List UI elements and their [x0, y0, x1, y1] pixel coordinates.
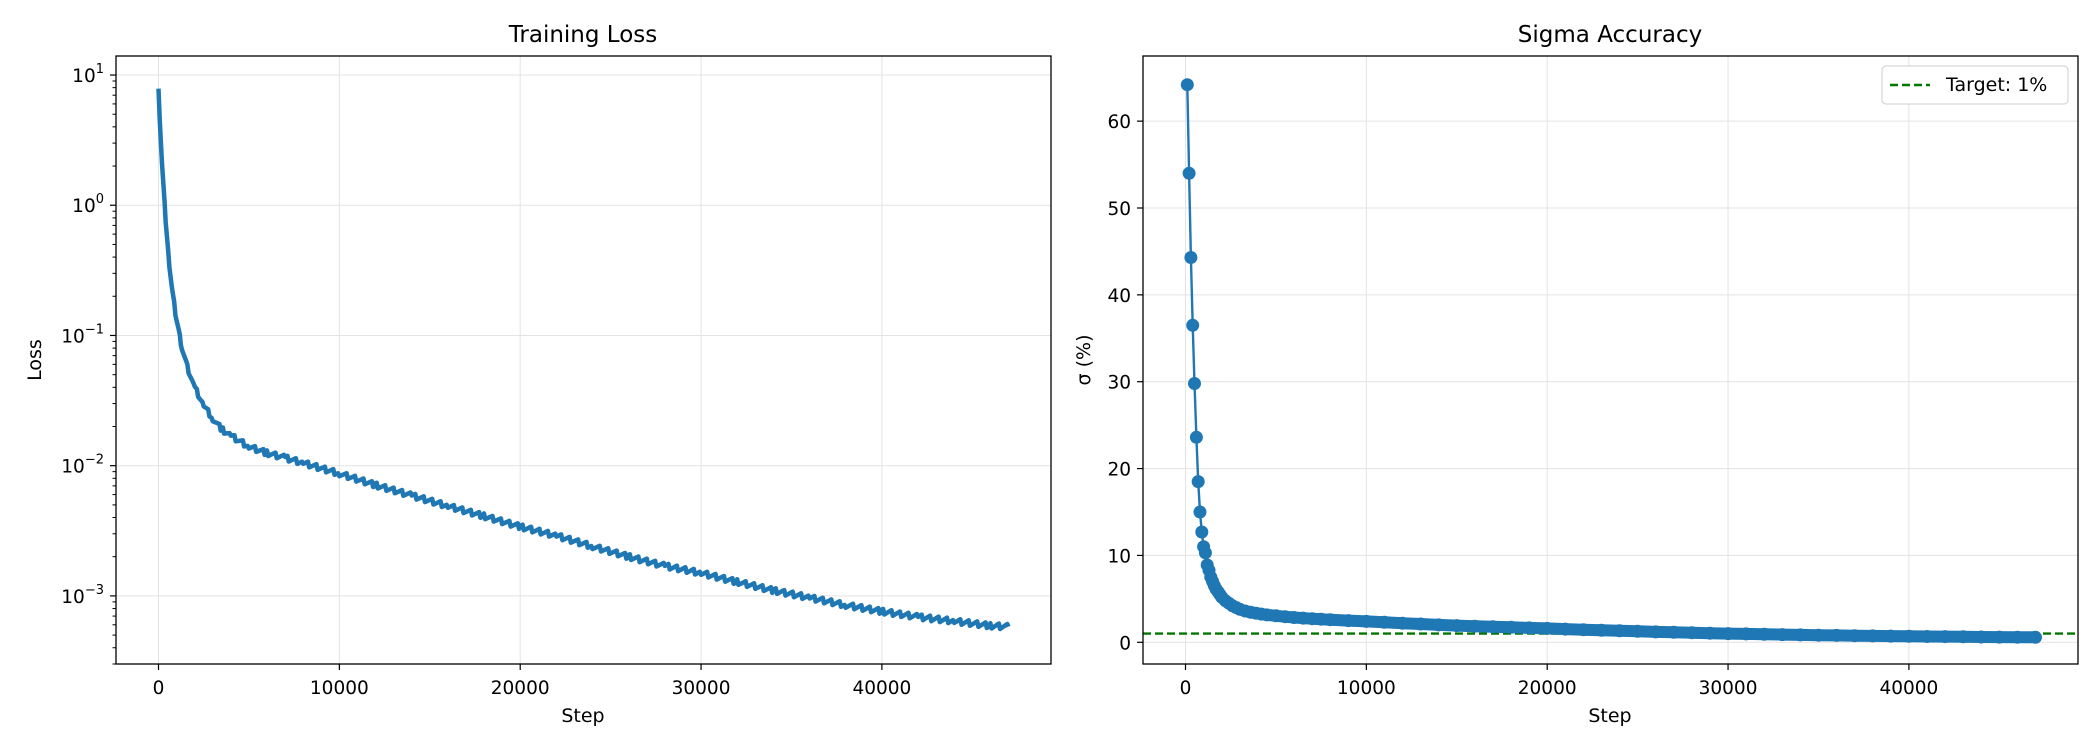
data-point	[1992, 630, 2006, 644]
data-point	[1793, 628, 1807, 642]
data-point	[1631, 624, 1645, 638]
y-tick-label: 10−1	[61, 322, 104, 347]
y-axis-label: σ (%)	[1073, 335, 1095, 386]
x-tick-label: 10000	[310, 678, 369, 699]
y-tick-label: 101	[72, 62, 104, 87]
y-tick-label: 100	[72, 192, 104, 217]
data-point	[1180, 78, 1194, 92]
data-point	[1848, 629, 1862, 643]
data-point	[1193, 505, 1207, 519]
x-tick-label: 10000	[1337, 678, 1396, 699]
gridlines	[116, 56, 1051, 664]
data-point	[1540, 621, 1554, 635]
x-tick-label: 40000	[1879, 678, 1938, 699]
plot-frame	[1142, 55, 2079, 665]
data-point	[1359, 614, 1373, 628]
data-point	[1956, 630, 1970, 644]
data-point	[1486, 620, 1500, 634]
data-point	[1739, 627, 1753, 641]
y-tick-label: 10−3	[61, 583, 104, 608]
y-tick-label: 50	[1107, 199, 1131, 220]
data-point	[1920, 630, 1934, 643]
data-point	[1866, 629, 1880, 643]
series-layer	[156, 88, 1011, 632]
data-point	[1195, 525, 1209, 539]
gridlines	[1143, 56, 2078, 664]
data-point	[1191, 475, 1205, 489]
loss-series-line	[156, 88, 1011, 632]
x-axis-label: Step	[561, 705, 604, 727]
data-point	[2029, 630, 2042, 644]
x-tick-label: 30000	[1699, 678, 1758, 699]
data-point	[1812, 628, 1825, 642]
x-tick-label: 20000	[491, 678, 550, 699]
sigma-accuracy-panel: 0 10000 20000 30000 40000 0 10 20 30 40 50 60 Sigm…	[1073, 22, 2079, 727]
data-point	[1188, 377, 1201, 390]
y-tick-label: 10	[1107, 546, 1131, 567]
x-tick-label: 30000	[672, 678, 731, 699]
legend-label: Target: 1%	[1945, 74, 2047, 96]
x-tick-label: 40000	[852, 678, 911, 699]
y-tick-label: 40	[1107, 286, 1131, 307]
data-point	[1189, 430, 1203, 444]
y-tick-label: 0	[1119, 633, 1131, 654]
legend-box	[1881, 65, 2069, 105]
data-point	[1186, 318, 1200, 332]
data-point	[1757, 627, 1771, 641]
data-point	[1685, 626, 1699, 640]
plot-area-background	[116, 56, 1051, 664]
y-axis-label: Loss	[24, 339, 46, 381]
chart-title: Training Loss	[508, 22, 658, 48]
legend: Target: 1%	[1881, 65, 2069, 105]
data-point	[1504, 620, 1518, 634]
series-layer	[1180, 78, 2042, 644]
data-point	[1323, 613, 1337, 627]
data-point	[1576, 623, 1590, 637]
data-point	[2010, 630, 2024, 644]
data-point	[1721, 627, 1735, 641]
data-point	[1938, 630, 1952, 644]
data-point	[1468, 619, 1482, 633]
y-tick-label: 10−2	[61, 453, 104, 478]
data-point	[1198, 546, 1212, 560]
y-tick-label: 30	[1107, 373, 1131, 394]
plot-area-background	[1143, 56, 2078, 664]
training-loss-panel: 0 10000 20000 30000 40000 10−3 10−2 10−1 100 101…	[24, 22, 1052, 727]
x-tick-label: 0	[153, 678, 165, 699]
data-point	[1558, 622, 1572, 636]
y-tick-label: 60	[1107, 112, 1131, 133]
data-point	[1830, 628, 1844, 642]
data-point	[1522, 621, 1536, 635]
x-axis-ticks: 0 10000 20000 30000 40000	[1180, 664, 1938, 699]
data-point	[1432, 618, 1446, 632]
y-axis-ticks: 10−3 10−2 10−1 100 101	[61, 62, 116, 665]
data-point	[1396, 616, 1409, 630]
data-point	[1703, 626, 1717, 640]
data-point	[1884, 629, 1898, 643]
y-tick-label: 20	[1107, 460, 1131, 481]
data-point	[1377, 615, 1391, 629]
data-point	[1667, 625, 1681, 639]
chart-title: Sigma Accuracy	[1518, 22, 1702, 48]
data-point	[1974, 630, 1988, 644]
data-point	[1450, 619, 1464, 633]
data-point	[1341, 614, 1355, 628]
plot-frame	[115, 55, 1052, 665]
data-point	[1595, 623, 1608, 637]
x-axis-label: Step	[1588, 705, 1631, 727]
data-point	[1649, 625, 1663, 639]
data-point	[1775, 628, 1789, 642]
data-point	[1414, 617, 1428, 631]
data-point	[1184, 251, 1198, 264]
data-point	[1613, 624, 1626, 638]
data-point	[1182, 166, 1196, 180]
x-tick-label: 0	[1180, 678, 1192, 699]
x-axis-ticks: 0 10000 20000 30000 40000	[153, 664, 911, 699]
data-point	[1902, 629, 1916, 643]
x-tick-label: 20000	[1518, 678, 1577, 699]
y-axis-ticks: 0 10 20 30 40 50 60	[1107, 112, 1143, 654]
